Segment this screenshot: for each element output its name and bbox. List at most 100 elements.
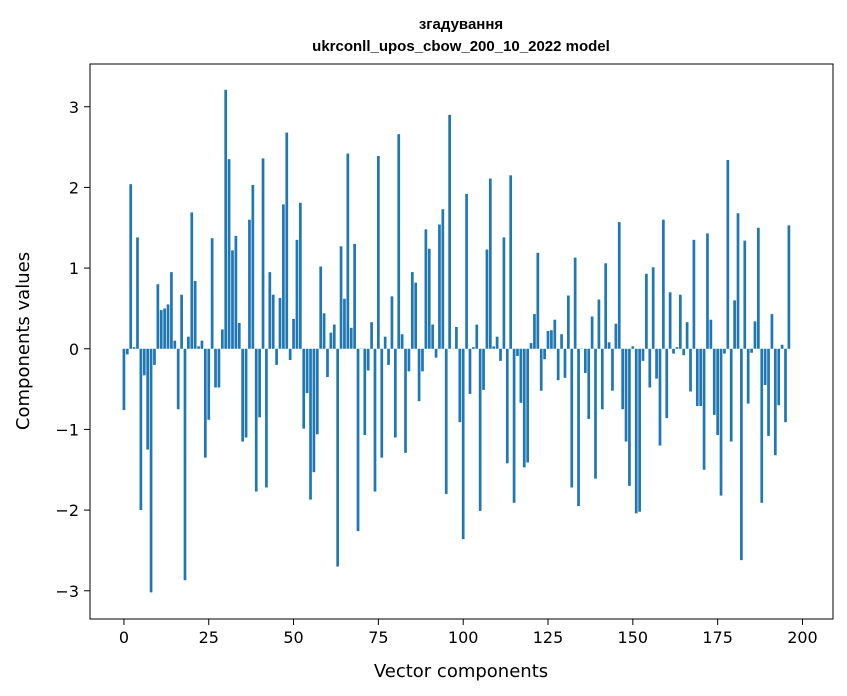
bar-74 — [373, 348, 377, 492]
bar-108 — [488, 178, 492, 349]
bar-188 — [760, 348, 764, 503]
bar-189 — [763, 348, 767, 386]
bar-26 — [210, 238, 214, 349]
bar-148 — [624, 348, 628, 442]
bar-187 — [757, 227, 760, 349]
bar-100 — [461, 348, 465, 540]
bar-61 — [329, 332, 333, 349]
bar-172 — [706, 233, 709, 349]
bar-78 — [387, 348, 390, 365]
bar-67 — [349, 327, 353, 349]
bar-124 — [543, 348, 546, 360]
bar-43 — [268, 272, 272, 349]
x-tick-label: 125 — [533, 628, 564, 647]
bar-30 — [224, 89, 228, 349]
bar-128 — [556, 348, 560, 381]
y-tick-label: 1 — [69, 259, 79, 278]
bar-126 — [550, 330, 553, 349]
bar-134 — [577, 348, 580, 507]
bar-105 — [478, 348, 482, 511]
bar-22 — [197, 346, 200, 349]
x-tick-label: 0 — [119, 628, 129, 647]
bar-102 — [468, 348, 472, 394]
bar-190 — [767, 348, 770, 436]
bar-68 — [353, 243, 356, 349]
bar-132 — [570, 348, 574, 488]
bar-6 — [142, 348, 146, 376]
bar-154 — [645, 273, 648, 349]
bar-185 — [750, 348, 753, 353]
bar-87 — [417, 348, 421, 402]
bar-112 — [502, 237, 506, 349]
bar-170 — [699, 348, 703, 407]
bar-16 — [176, 348, 180, 410]
bar-45 — [275, 348, 278, 365]
bar-182 — [740, 348, 743, 561]
x-tick-label: 100 — [448, 628, 479, 647]
bar-36 — [244, 348, 248, 438]
x-axis-ticks: 0 25 50 75 100 125 150 175 200 — [119, 619, 818, 647]
bar-1 — [125, 348, 129, 355]
bar-49 — [288, 348, 292, 361]
bar-145 — [614, 323, 618, 349]
bar-149 — [628, 348, 631, 486]
bar-196 — [787, 225, 791, 349]
bar-94 — [441, 209, 445, 349]
y-tick-label: −1 — [55, 420, 79, 439]
bar-156 — [651, 267, 655, 349]
bar-44 — [271, 294, 275, 349]
bar-110 — [495, 336, 499, 349]
bar-151 — [634, 348, 638, 514]
bar-166 — [685, 322, 689, 349]
chart-subtitle: ukrconll_upos_cbow_200_10_2022 model — [312, 38, 610, 55]
bar-179 — [729, 348, 733, 442]
bar-25 — [207, 348, 211, 420]
bar-65 — [343, 298, 346, 349]
bar-136 — [583, 348, 587, 373]
bar-104 — [475, 324, 479, 349]
bar-89 — [424, 229, 428, 349]
bar-114 — [509, 175, 513, 349]
bar-73 — [370, 322, 373, 349]
bar-69 — [356, 348, 360, 532]
bar-158 — [658, 348, 662, 446]
chart-title: згадування — [419, 16, 503, 33]
bar-11 — [159, 310, 163, 349]
bar-33 — [234, 235, 238, 349]
bar-130 — [563, 348, 567, 378]
bar-163 — [675, 347, 679, 349]
bar-7 — [146, 348, 150, 450]
bar-168 — [692, 239, 696, 349]
bar-55 — [309, 348, 312, 500]
bar-23 — [200, 340, 204, 349]
bar-107 — [485, 249, 489, 349]
y-tick-label: −2 — [55, 501, 79, 520]
bar-96 — [448, 114, 451, 349]
bar-4 — [136, 237, 139, 349]
bar-92 — [434, 348, 438, 358]
bar-57 — [315, 348, 319, 435]
bar-32 — [231, 250, 234, 349]
bar-59 — [322, 313, 326, 349]
bar-35 — [241, 348, 245, 442]
bar-79 — [390, 296, 394, 349]
bar-5 — [139, 348, 143, 511]
bar-195 — [784, 348, 787, 423]
bar-56 — [312, 348, 316, 473]
bar-192 — [773, 348, 777, 456]
bar-116 — [516, 348, 519, 357]
x-tick-label: 150 — [618, 628, 649, 647]
bar-139 — [594, 348, 597, 479]
bar-193 — [777, 348, 781, 406]
bar-15 — [173, 340, 177, 349]
bar-63 — [336, 348, 340, 567]
bar-58 — [319, 266, 323, 349]
y-tick-label: 2 — [69, 178, 79, 197]
bar-47 — [282, 204, 285, 349]
y-axis-ticks: −3 −2 −1 0 1 2 3 — [55, 98, 90, 601]
bar-131 — [567, 295, 570, 349]
bar-137 — [587, 348, 591, 419]
bar-10 — [156, 284, 160, 349]
bar-129 — [560, 334, 563, 349]
bar-164 — [678, 294, 682, 349]
